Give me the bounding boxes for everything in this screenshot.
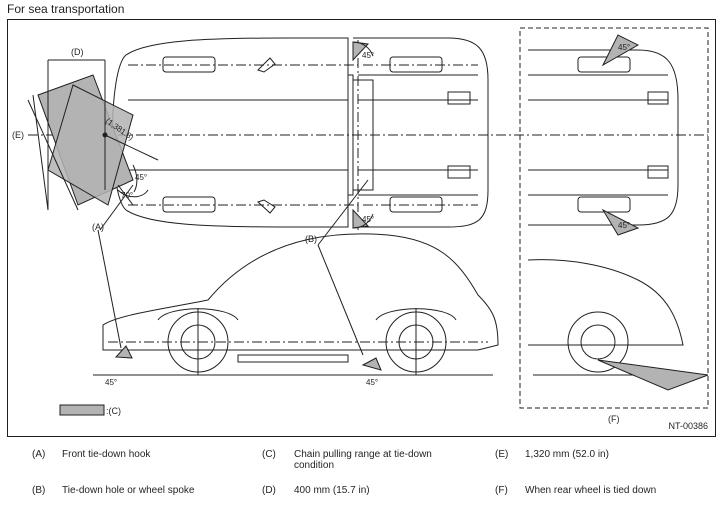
label-angle-rear-bottom-45: 45° [362, 215, 374, 224]
figure-caption: For sea transportation [7, 2, 125, 16]
label-e: (E) [12, 130, 24, 140]
side-view-vehicle [93, 233, 499, 376]
label-c-marker: :(C) [106, 406, 121, 416]
label-f: (F) [608, 414, 620, 424]
label-d: (D) [71, 47, 84, 57]
label-angle-side-front-45: 45° [105, 378, 117, 387]
label-angle-panel-bottom-45: 45° [618, 221, 630, 230]
tie-down-diagram: (D) (E) (1,381.8) 45° 70° 45° 45° 45° 45… [7, 19, 716, 437]
diagram-drawing: (D) (E) (1,381.8) 45° 70° 45° 45° 45° 45… [12, 27, 709, 424]
label-b: (B) [305, 234, 317, 244]
front-tiedown-zone [27, 59, 159, 211]
center-lines [28, 40, 708, 230]
top-view-vehicle [112, 37, 489, 228]
label-angle-front-70: 70° [121, 191, 133, 200]
rear-tiedown-panel [519, 27, 709, 409]
rear-tiedown-zone-top [352, 41, 374, 229]
leader-lines [97, 179, 369, 356]
label-angle-rear-top-45: 45° [362, 51, 374, 60]
shade-swatch [59, 404, 105, 416]
figure-code: NT-00386 [668, 421, 708, 431]
label-a: (A) [92, 222, 104, 232]
label-angle-panel-top-45: 45° [618, 43, 630, 52]
label-angle-front-45: 45° [135, 173, 147, 182]
label-angle-side-rear-45: 45° [366, 378, 378, 387]
